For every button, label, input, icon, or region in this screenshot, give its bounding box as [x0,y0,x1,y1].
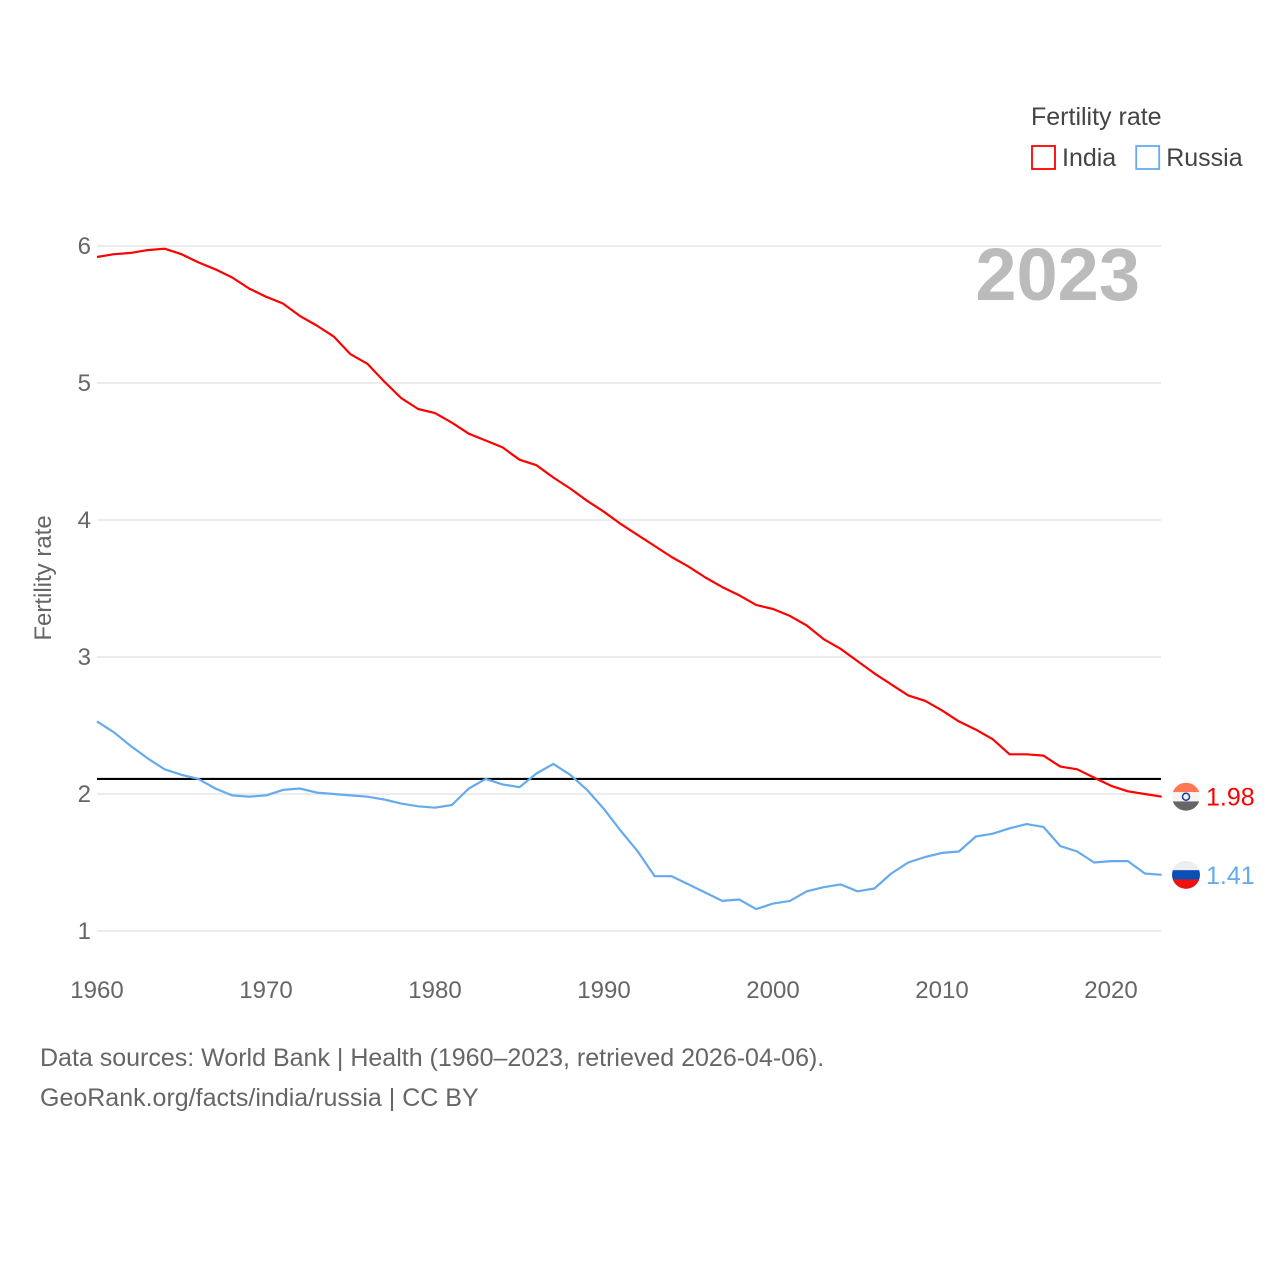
footer-sources: Data sources: World Bank | Health (1960–… [40,1044,825,1072]
x-tick-label: 1960 [70,977,123,1004]
legend-label-india: India [1062,144,1116,172]
legend-title: Fertility rate [1031,103,1162,131]
x-tick-label: 2020 [1084,977,1137,1004]
end-value-label-russia: 1.41 [1206,862,1255,890]
legend-swatch-russia [1135,145,1161,170]
y-tick-label: 3 [78,644,91,671]
end-value-label-india: 1.98 [1206,784,1255,812]
y-tick-label: 4 [78,507,91,534]
y-tick-label: 5 [78,370,91,397]
x-tick-label: 1990 [577,977,630,1004]
y-tick-label: 6 [78,233,91,260]
y-axis-title: Fertility rate [30,515,57,640]
year-label: 2023 [975,233,1140,316]
x-tick-label: 1980 [408,977,461,1004]
series-line-russia [96,720,1162,911]
series-line-india [96,247,1162,798]
india-flag-icon [1172,782,1200,811]
x-tick-label: 2010 [915,977,968,1004]
x-tick-label: 2000 [746,977,799,1004]
y-tick-label: 2 [78,781,91,808]
x-tick-label: 1970 [239,977,292,1004]
russia-flag-icon [1172,860,1200,889]
legend-swatch-india [1031,145,1056,170]
legend-label-russia: Russia [1166,144,1243,172]
y-tick-label: 1 [78,918,91,945]
footer-link[interactable]: GeoRank.org/facts/india/russia | CC BY [40,1084,479,1112]
